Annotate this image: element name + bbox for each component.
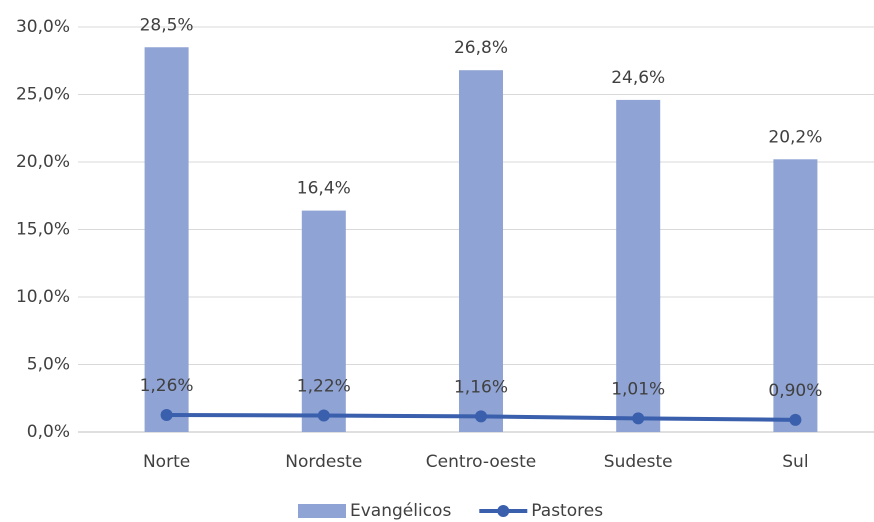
data-label: 0,90%: [768, 381, 822, 401]
y-tick-label: 20,0%: [16, 152, 70, 172]
point: [789, 413, 802, 426]
data-label: 1,01%: [611, 379, 665, 399]
data-label: 16,4%: [297, 179, 351, 199]
data-label: 26,8%: [454, 38, 508, 58]
data-label: 1,22%: [297, 377, 351, 397]
point: [160, 408, 173, 421]
point: [475, 410, 487, 423]
legend-label: Pastores: [531, 501, 603, 521]
y-tick-label: 5,0%: [27, 355, 70, 375]
x-tick-label: Centro-oeste: [426, 452, 536, 472]
y-tick-label: 10,0%: [16, 287, 70, 307]
y-tick-label: 15,0%: [16, 220, 70, 240]
legend-label: Evangélicos: [350, 501, 451, 521]
y-tick-label: 25,0%: [16, 85, 70, 105]
x-tick-label: Sul: [782, 452, 808, 472]
y-tick-label: 30,0%: [16, 17, 70, 37]
point: [317, 409, 330, 422]
data-label: 20,2%: [768, 127, 822, 147]
x-tick-label: Norte: [143, 452, 190, 472]
x-tick-label: Nordeste: [285, 452, 362, 472]
x-tick-label: Sudeste: [604, 452, 673, 472]
bar: [616, 99, 661, 433]
data-label: 1,26%: [140, 376, 194, 396]
legend-swatch: [497, 505, 510, 517]
y-tick-label: 0,0%: [27, 422, 70, 442]
bar: [458, 70, 504, 432]
legend-swatch: [298, 504, 346, 518]
bar: [144, 47, 189, 432]
data-label: 28,5%: [140, 15, 194, 35]
point: [632, 412, 645, 425]
data-label: 1,16%: [454, 377, 508, 397]
bar: [301, 210, 346, 432]
bar: [773, 159, 818, 433]
data-label: 24,6%: [611, 68, 665, 88]
